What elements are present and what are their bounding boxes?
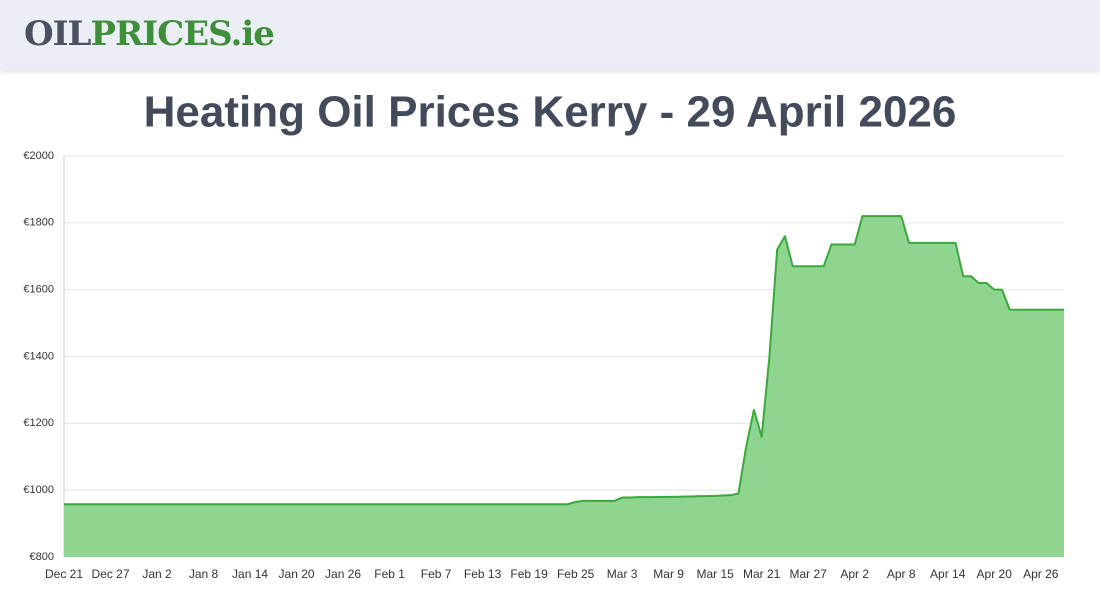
x-tick-label: Dec 27 xyxy=(91,567,129,581)
x-tick-label: Mar 15 xyxy=(696,567,734,581)
y-tick-label: €2000 xyxy=(23,150,54,162)
x-tick-label: Feb 7 xyxy=(421,567,452,581)
area xyxy=(64,216,1064,557)
x-tick-label: Jan 20 xyxy=(279,567,315,581)
chart-title: Heating Oil Prices Kerry - 29 April 2026 xyxy=(144,88,957,137)
x-tick-label: Jan 2 xyxy=(142,567,172,581)
x-tick-label: Apr 8 xyxy=(887,567,916,581)
y-tick-label: €1800 xyxy=(23,217,54,229)
x-tick-label: Jan 8 xyxy=(189,567,219,581)
logo-green: PRICES.ie xyxy=(90,14,274,54)
x-tick-label: Jan 14 xyxy=(232,567,268,581)
y-tick-label: €1600 xyxy=(23,284,54,296)
y-tick-label: €1000 xyxy=(23,484,54,496)
x-tick-label: Feb 19 xyxy=(510,567,548,581)
logo[interactable]: OILPRICES.ie xyxy=(24,14,275,54)
line xyxy=(64,215,1064,506)
x-tick-label: Mar 21 xyxy=(743,567,781,581)
x-tick-label: Apr 20 xyxy=(977,567,1013,581)
x-tick-label: Feb 25 xyxy=(557,567,595,581)
chart: Heating Oil Prices Kerry - 29 April 2026… xyxy=(23,88,1064,581)
x-tick-label: Mar 3 xyxy=(607,567,638,581)
x-tick-label: Mar 27 xyxy=(790,567,828,581)
header: OILPRICES.ie xyxy=(0,0,1100,70)
x-tick-label: Apr 14 xyxy=(930,567,966,581)
x-tick-label: Apr 2 xyxy=(840,567,869,581)
y-tick-label: €1400 xyxy=(23,350,54,362)
x-tick-label: Dec 21 xyxy=(45,567,83,581)
x-tick-label: Jan 26 xyxy=(325,567,361,581)
y-tick-label: €800 xyxy=(30,551,54,563)
logo-dark: OIL xyxy=(24,14,91,54)
y-tick-label: €1200 xyxy=(23,417,54,429)
x-tick-label: Apr 26 xyxy=(1023,567,1059,581)
x-tick-label: Feb 1 xyxy=(374,567,405,581)
x-tick-label: Feb 13 xyxy=(464,567,502,581)
x-tick-label: Mar 9 xyxy=(653,567,684,581)
